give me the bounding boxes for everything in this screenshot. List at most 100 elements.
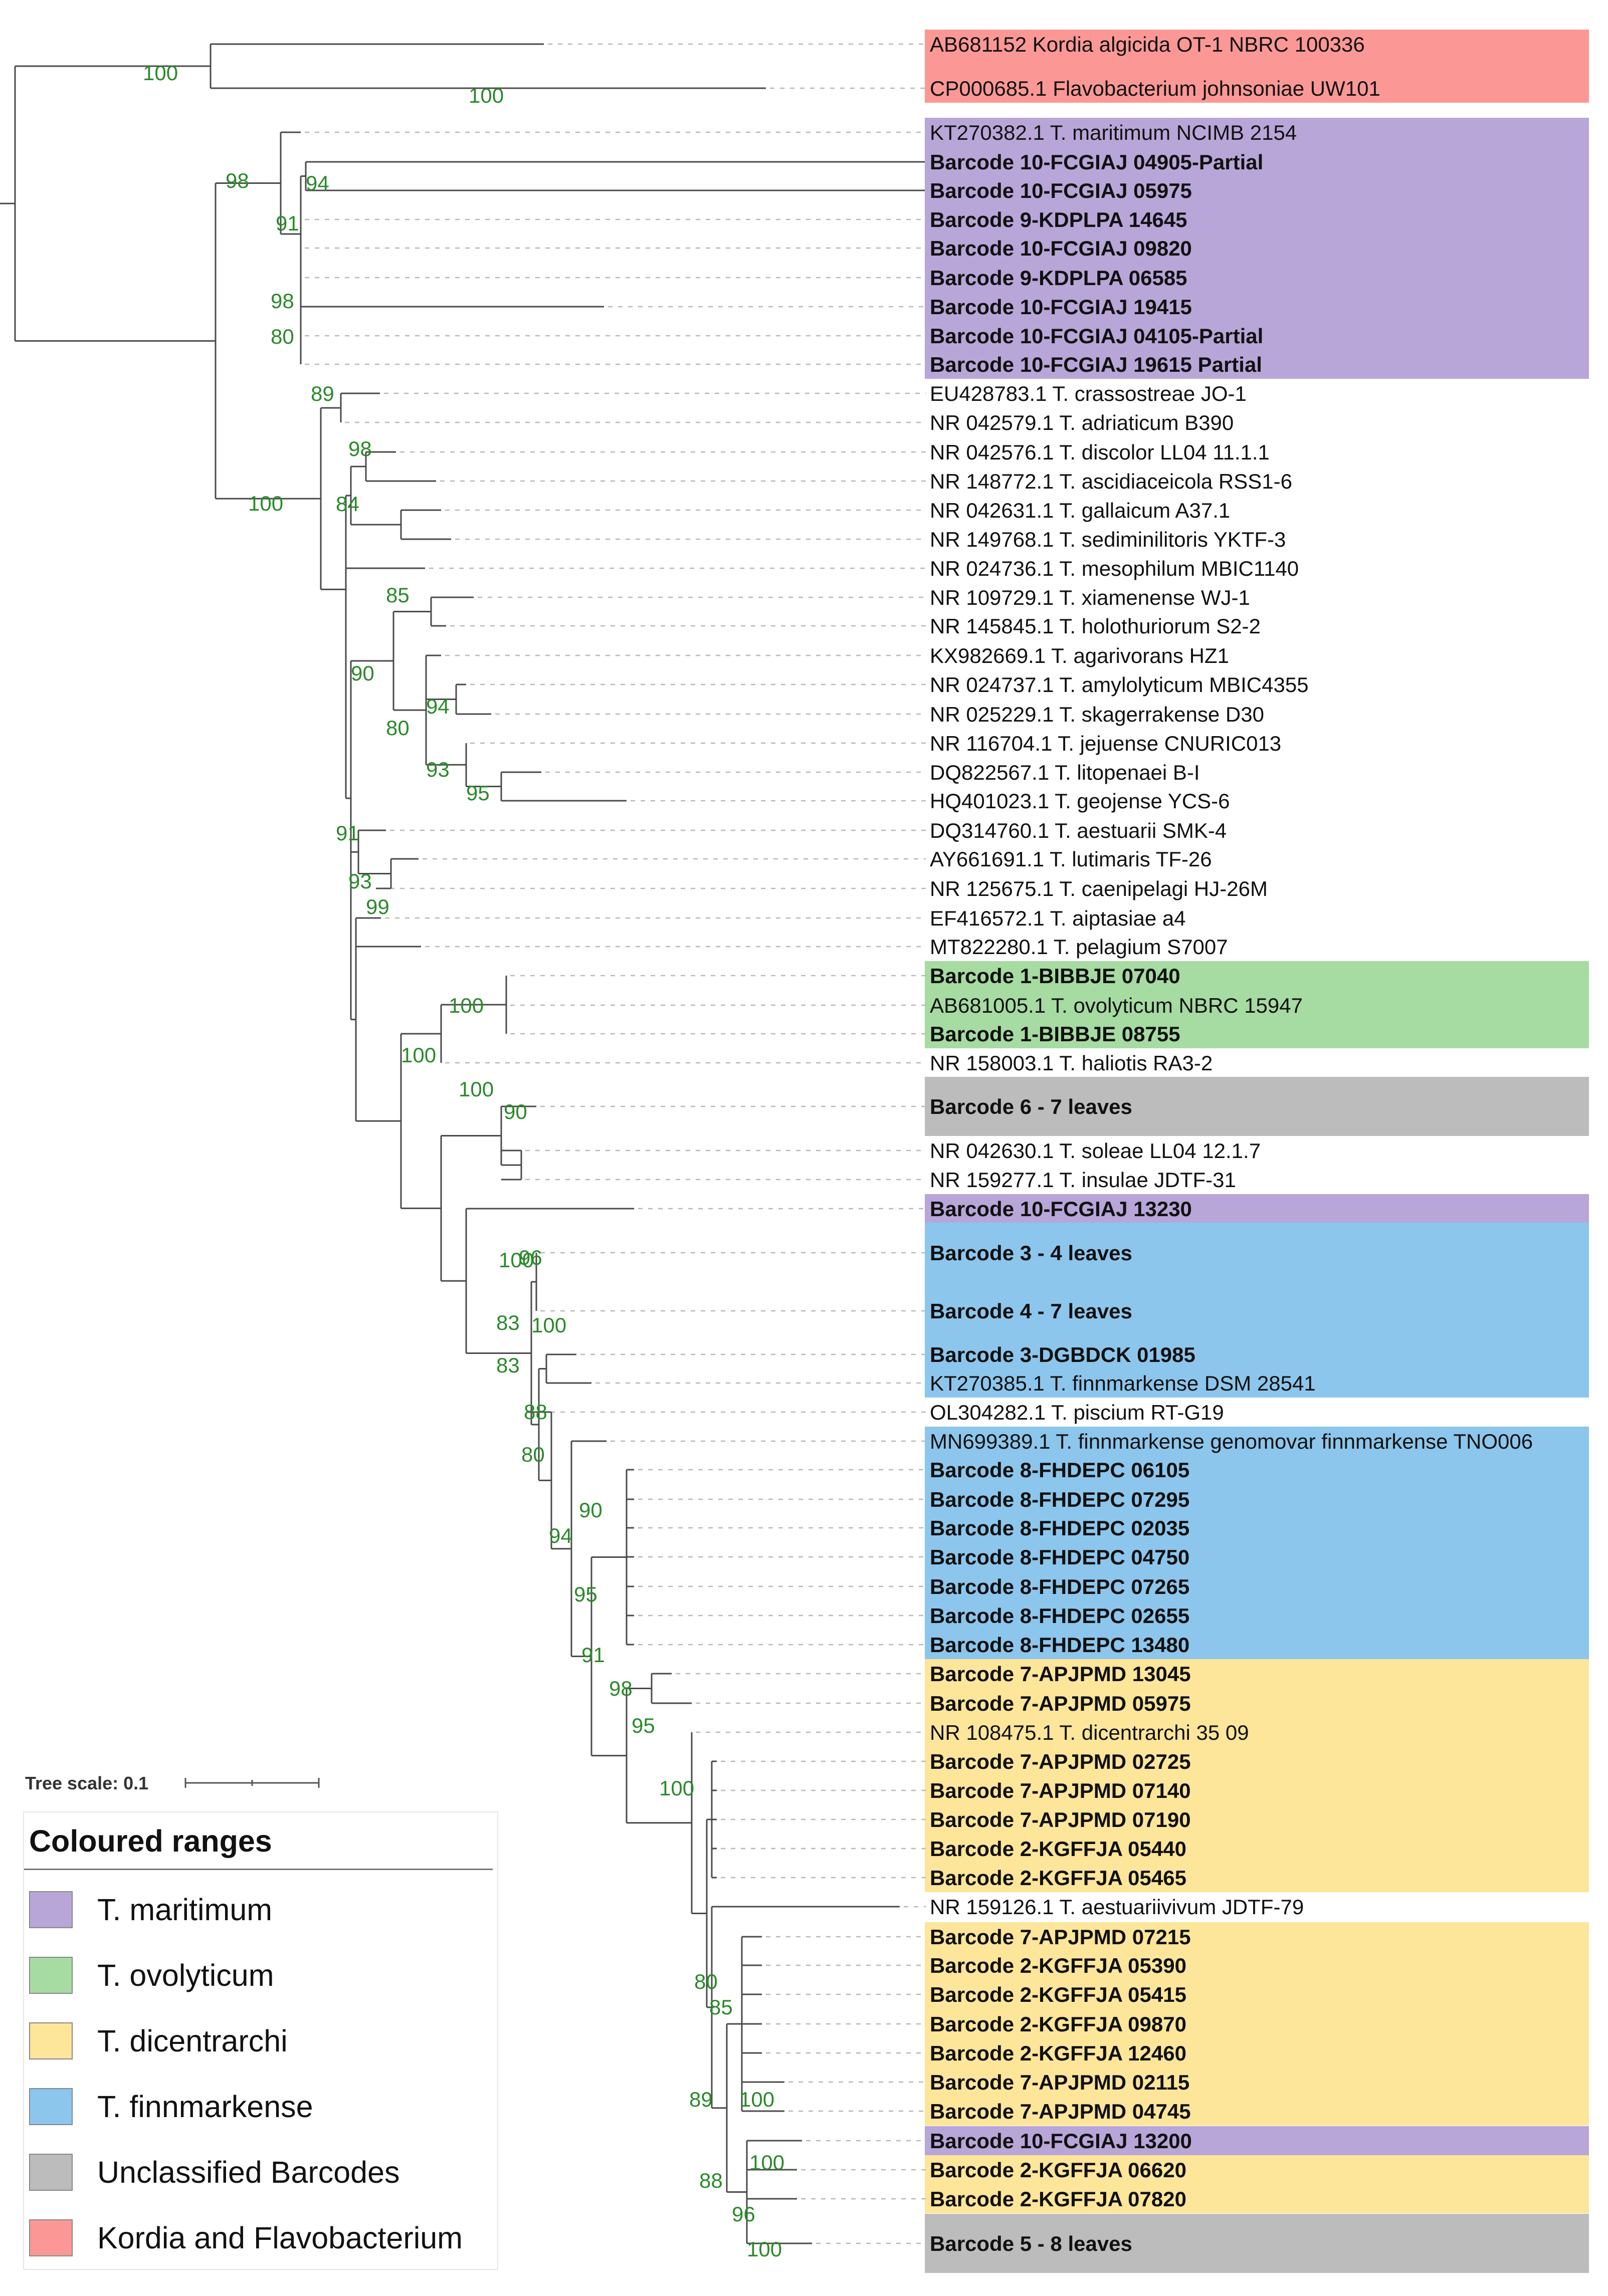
leaf-label: Barcode 10-FCGIAJ 19415	[930, 295, 1192, 319]
legend-swatch-unclassified	[29, 2154, 73, 2191]
leaf-label: NR 024736.1 T. mesophilum MBIC1140	[930, 557, 1299, 580]
leaf-label: MT822280.1 T. pelagium S7007	[930, 935, 1228, 959]
bootstrap-value: 100	[659, 1776, 694, 1800]
leaf-label: Barcode 3 - 4 leaves	[930, 1241, 1132, 1265]
coloured-range-grey	[925, 1077, 1589, 1136]
leaf-label: HQ401023.1 T. geojense YCS-6	[930, 789, 1230, 813]
bootstrap-value: 89	[689, 2088, 713, 2111]
leaf-label: Barcode 7-APJPMD 02115	[930, 2071, 1189, 2094]
bootstrap-value: 98	[609, 1677, 633, 1700]
leaf-label: Barcode 8-FHDEPC 07295	[930, 1488, 1189, 1511]
leaf-label: Barcode 2-KGFFJA 05465	[930, 1866, 1186, 1890]
leaf-label: AB681152 Kordia algicida OT-1 NBRC 10033…	[930, 33, 1365, 56]
bootstrap-value: 95	[466, 781, 490, 805]
coloured-range-yellow	[925, 1922, 1589, 2126]
coloured-range-blue	[925, 1427, 1589, 1659]
bootstrap-value: 90	[351, 661, 374, 685]
leaf-label-layer: AB681152 Kordia algicida OT-1 NBRC 10033…	[930, 33, 1533, 2255]
leaf-label: NR 116704.1 T. jejuense CNURIC013	[930, 732, 1281, 755]
leaf-label: DQ822567.1 T. litopenaei B-I	[930, 761, 1200, 784]
bootstrap-value: 88	[524, 1400, 547, 1424]
bootstrap-value: 84	[336, 492, 359, 516]
leaf-label: AY661691.1 T. lutimaris TF-26	[930, 847, 1212, 871]
bootstrap-value: 95	[632, 1714, 655, 1737]
legend-swatch-kordia-flavobacterium	[29, 2219, 73, 2256]
leaf-label: Barcode 8-FHDEPC 07265	[930, 1575, 1189, 1598]
coloured-range-purple	[925, 118, 1589, 379]
tree-scale-bar	[184, 1778, 320, 1788]
legend-label: T. finnmarkense	[97, 2090, 313, 2124]
leaf-label: KT270385.1 T. finnmarkense DSM 28541	[930, 1371, 1316, 1395]
bootstrap-value: 90	[579, 1498, 602, 1522]
leaf-label: Barcode 2-KGFFJA 09870	[930, 2012, 1186, 2036]
tree-scale-label: Tree scale: 0.1	[25, 1773, 149, 1793]
leaf-label: Barcode 3-DGBDCK 01985	[930, 1343, 1195, 1366]
leaf-label: MN699389.1 T. finnmarkense genomovar fin…	[930, 1430, 1533, 1453]
leaf-label: NR 042579.1 T. adriaticum B390	[930, 411, 1234, 434]
leaf-label: NR 159126.1 T. aestuariivivum JDTF-79	[930, 1895, 1304, 1919]
legend-divider	[24, 1869, 493, 1870]
bootstrap-value: 96	[732, 2202, 755, 2226]
leaf-label: Barcode 7-APJPMD 05975	[930, 1692, 1191, 1715]
leaf-label: NR 158003.1 T. haliotis RA3-2	[930, 1051, 1213, 1075]
bootstrap-value: 98	[348, 437, 372, 461]
leaf-label: Barcode 8-FHDEPC 02035	[930, 1516, 1189, 1540]
bootstrap-value: 85	[709, 1995, 733, 2019]
bootstrap-value: 93	[426, 758, 450, 781]
leaf-label: EU428783.1 T. crassostreae JO-1	[930, 382, 1247, 405]
leaf-label: Barcode 7-APJPMD 04745	[930, 2100, 1191, 2123]
leaf-label: NR 145845.1 T. holothuriorum S2-2	[930, 614, 1261, 638]
branch-layer	[0, 43, 925, 2244]
leaf-label: Barcode 7-APJPMD 13045	[930, 1662, 1191, 1686]
bootstrap-value: 89	[311, 382, 334, 405]
bootstrap-value: 93	[348, 869, 372, 893]
leaf-label: EF416572.1 T. aiptasiae a4	[930, 906, 1186, 930]
leaf-label: NR 025229.1 T. skagerrakense D30	[930, 703, 1264, 726]
bootstrap-value: 100	[749, 2151, 784, 2174]
leaf-label: Barcode 2-KGFFJA 07820	[930, 2187, 1186, 2211]
bootstrap-value: 95	[574, 1582, 597, 1606]
coloured-range-yellow	[925, 2155, 1589, 2213]
coloured-range-green	[925, 961, 1589, 1048]
bootstrap-value: 94	[306, 171, 329, 195]
bootstrap-value: 100	[449, 994, 484, 1017]
legend-swatch-dicentrarchi	[29, 2022, 73, 2059]
leaf-label: Barcode 9-KDPLPA 06585	[930, 266, 1187, 290]
leaf-label: OL304282.1 T. piscium RT-G19	[930, 1401, 1224, 1424]
coloured-range-grey	[925, 2214, 1589, 2273]
legend-swatch-finnmarkense	[29, 2088, 73, 2125]
leaf-label: NR 159277.1 T. insulae JDTF-31	[930, 1168, 1236, 1192]
leaf-label: NR 024737.1 T. amylolyticum MBIC4355	[930, 673, 1309, 697]
bootstrap-value: 80	[521, 1443, 545, 1466]
legend-label: Kordia and Flavobacterium	[97, 2221, 463, 2255]
bootstrap-value: 85	[386, 583, 410, 607]
leaf-label: Barcode 8-FHDEPC 04750	[930, 1545, 1189, 1569]
leaf-label: Barcode 1-BIBBJE 08755	[930, 1022, 1180, 1046]
bootstrap-value: 94	[549, 1524, 572, 1547]
leaf-label: NR 125675.1 T. caenipelagi HJ-26M	[930, 877, 1268, 900]
coloured-range-red	[925, 30, 1589, 103]
coloured-range-blue	[925, 1223, 1589, 1398]
legend-label: Unclassified Barcodes	[97, 2155, 400, 2189]
leaf-label: NR 042576.1 T. discolor LL04 11.1.1	[930, 440, 1270, 464]
leaf-label: Barcode 10-FCGIAJ 04905-Partial	[930, 150, 1263, 174]
leaf-label: AB681005.1 T. ovolyticum NBRC 15947	[930, 994, 1303, 1017]
bootstrap-value: 83	[496, 1311, 520, 1334]
leaf-label: Barcode 2-KGFFJA 05440	[930, 1837, 1186, 1861]
bootstrap-value: 100	[459, 1077, 494, 1101]
bootstrap-value: 98	[226, 169, 249, 192]
leaf-label: DQ314760.1 T. aestuarii SMK-4	[930, 819, 1227, 842]
leaf-label: KT270382.1 T. maritimum NCIMB 2154	[930, 121, 1297, 144]
bootstrap-value: 100	[143, 61, 178, 85]
legend-label: T. maritimum	[97, 1893, 273, 1927]
leaf-label: Barcode 7-APJPMD 02725	[930, 1750, 1191, 1773]
bootstrap-value: 99	[366, 895, 389, 919]
coloured-range-layer	[925, 30, 1589, 2273]
leaf-label: Barcode 2-KGFFJA 12460	[930, 2041, 1186, 2065]
bootstrap-value: 91	[581, 1643, 605, 1667]
coloured-range-purple	[925, 2126, 1589, 2155]
leaf-label: Barcode 10-FCGIAJ 04105-Partial	[930, 324, 1263, 348]
leaf-label: NR 042630.1 T. soleae LL04 12.1.7	[930, 1139, 1261, 1163]
leaf-label: Barcode 10-FCGIAJ 09820	[930, 237, 1192, 260]
